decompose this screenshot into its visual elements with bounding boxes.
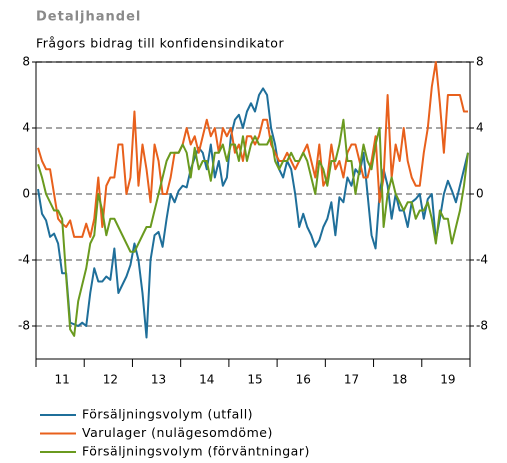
plot-frame [35, 61, 471, 360]
y-tick-label: -8 [18, 319, 30, 333]
chart-subtitle: Frågors bidrag till konfidensindikator [36, 36, 284, 51]
x-tick-label: 13 [151, 373, 166, 387]
x-tick-label: 11 [54, 373, 69, 387]
legend-label: Varulager (nulägesomdöme) [82, 425, 273, 440]
y-tick-label: -4 [18, 253, 30, 267]
x-tick-label: 14 [199, 373, 214, 387]
x-tick-label: 12 [103, 373, 118, 387]
y2-tick-label: 4 [476, 121, 484, 135]
y2-tick-label: -4 [476, 253, 488, 267]
y-tick-label: 4 [22, 121, 30, 135]
legend-label: Försäljningsvolym (utfall) [82, 407, 253, 422]
x-tick-label: 18 [392, 373, 407, 387]
x-tick-label: 17 [344, 373, 359, 387]
y2-tick-label: 0 [476, 187, 484, 201]
series-line [37, 118, 469, 337]
legend-label: Försäljningsvolym (förväntningar) [82, 444, 310, 459]
y2-tick-label: 8 [476, 55, 484, 69]
chart-title: Detaljhandel [36, 10, 141, 25]
x-tick-label: 15 [247, 373, 262, 387]
y2-tick-label: -8 [476, 319, 488, 333]
y-tick-label: 0 [22, 187, 30, 201]
x-tick-label: 16 [296, 373, 311, 387]
x-tick-label: 19 [440, 373, 455, 387]
y-tick-label: 8 [22, 55, 30, 69]
